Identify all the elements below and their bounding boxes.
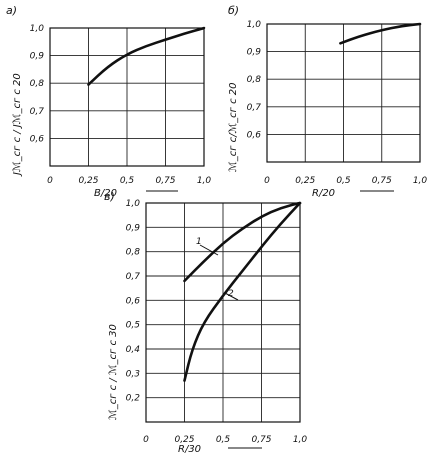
panel-c-x-tick-label: 0,25 (174, 435, 194, 445)
panel-a-x-tick-label: 0,25 (78, 176, 98, 186)
panel-b-y-label: ℳ_сг с/ℳ_сг с 20 (228, 82, 239, 172)
panel-b-x-tick-label: 0,5 (336, 176, 351, 186)
panel-b-x-ticks: 0 0,25 0,5 0,75 1,0 (264, 176, 427, 186)
panel-c-x-tick-label: 0,5 (216, 435, 231, 445)
panel-c-curve-1 (183, 201, 302, 283)
panel-c-leader-1 (199, 244, 219, 256)
panel-a-y-tick-label: 0,6 (30, 134, 45, 144)
panel-a-y-ticks: 0,6 0,7 0,8 0,9 1,0 (30, 24, 45, 144)
panel-b-x-tick-label: 0,75 (372, 176, 392, 186)
panel-c: в) 0 0,25 0,5 0,75 1,0 0,2 0,3 0,4 0,5 0,6 0,7 0,8… (104, 190, 307, 455)
panel-b-y-tick-label: 1,0 (247, 20, 262, 30)
panel-b-y-tick-label: 0,6 (247, 130, 262, 140)
panel-b: б) 0 0,25 0,5 0,75 1,0 0,60,70,80,91,0 R/20 … (228, 4, 427, 199)
panel-a-frame (49, 27, 205, 167)
panel-b-y-ticks: 0,6 0,7 0,8 0,9 1,0 (247, 20, 262, 140)
panel-a-y-tick-label: 0,7 (30, 107, 45, 117)
panel-a-x-tick-label: 0 (47, 176, 53, 186)
panel-a-x-tick-label: 0,5 (120, 176, 135, 186)
panel-a-y-tick-label: 0,8 (30, 79, 45, 89)
panel-a-label: а) (6, 4, 17, 17)
panel-a-y-label: Jℳ_сг с / Jℳ_сг с 20 (12, 73, 23, 177)
panel-c-y-tick-label: 0,7 (126, 272, 141, 282)
panel-a-x-label: B/20 (94, 188, 117, 199)
panel-b-x-tick-label: 0,25 (295, 176, 315, 186)
panel-c-x-ticks: 0 0,25 0,5 0,75 1,0 (143, 435, 307, 445)
panel-a-y-tick-label: 0,9 (30, 52, 45, 62)
panel-a-curve (87, 26, 206, 86)
panel-c-frame (145, 202, 301, 423)
panel-b-y-tick-label: 0,8 (247, 75, 262, 85)
panel-b-grid (267, 24, 420, 162)
panel-c-y-tick-label: 0,8 (126, 248, 141, 258)
panel-a-grid (50, 28, 204, 166)
panel-c-x-tick-label: 1,0 (293, 435, 308, 445)
panel-c-y-tick-label: 0,9 (126, 223, 141, 233)
panel-b-x-tick-label: 0 (264, 176, 270, 186)
panel-a-x-ticks: 0 0,25 0,5 0,75 1,0 (47, 176, 211, 186)
panel-b-y-tick-label: 0,9 (247, 48, 262, 58)
panel-c-x-label: R/30 (178, 444, 201, 455)
panel-b-x-tick-label: 1,0 (413, 176, 428, 186)
panel-c-curve-1-label: 1 (196, 237, 202, 247)
panel-c-y-tick-label: 0,5 (126, 321, 141, 331)
panel-c-curve-2 (183, 201, 302, 382)
panel-a: а) 0 0,25 0,5 0,75 1,0 0,60,70,80,91,0 B/20 … (6, 4, 211, 199)
panel-b-y-tick-label: 0,7 (247, 103, 262, 113)
panel-c-y-tick-label: 0,4 (126, 345, 141, 355)
panel-c-leader-2 (224, 292, 239, 301)
panel-c-y-tick-label: 0,6 (126, 296, 141, 306)
panel-c-curve-2-label: 2 (228, 289, 234, 299)
panel-a-y-tick-label: 1,0 (30, 24, 45, 34)
panel-c-x-tick-label: 0 (143, 435, 149, 445)
panel-c-label: в) (104, 190, 115, 203)
panel-c-y-label: ℳ_сг с / ℳ_сг с 30 (108, 324, 119, 420)
panel-c-y-tick-label: 0,3 (126, 369, 141, 379)
panel-a-x-tick-label: 0,75 (155, 176, 175, 186)
panel-b-x-label: R/20 (312, 188, 335, 199)
panel-c-grid (146, 203, 300, 422)
panel-c-y-tick-label: 1,0 (126, 199, 141, 209)
panel-c-y-ticks: 0,2 0,3 0,4 0,5 0,6 0,7 0,8 0,9 1,0 (126, 199, 141, 404)
panel-a-x-tick-label: 1,0 (197, 176, 212, 186)
panel-b-label: б) (228, 4, 239, 17)
panel-c-y-tick-label: 0,2 (126, 394, 141, 404)
panel-b-frame (266, 23, 421, 163)
panel-b-curve (339, 22, 422, 45)
panel-c-x-tick-label: 0,75 (251, 435, 271, 445)
